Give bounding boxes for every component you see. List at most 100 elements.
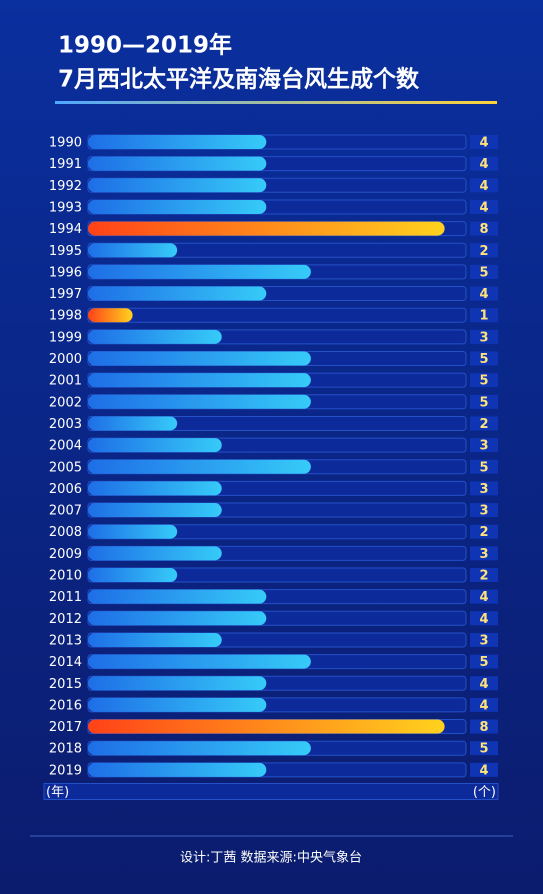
bar bbox=[88, 373, 311, 388]
footer: 设计:丁茜 数据来源:中央气象台 bbox=[180, 850, 362, 866]
value-label: 2 bbox=[479, 244, 488, 259]
value-box bbox=[470, 394, 498, 409]
value-label: 4 bbox=[479, 200, 488, 215]
value-box bbox=[470, 135, 498, 149]
value-box bbox=[470, 178, 498, 193]
value-label: 3 bbox=[479, 330, 488, 345]
value-label: 5 bbox=[479, 395, 488, 410]
value-box bbox=[470, 308, 498, 323]
bar bbox=[88, 438, 222, 453]
value-box bbox=[470, 264, 498, 279]
y-tick-label: 1992 bbox=[49, 179, 82, 194]
y-tick-label: 2018 bbox=[49, 742, 82, 757]
bar bbox=[88, 394, 311, 409]
bar bbox=[88, 697, 267, 712]
bar bbox=[88, 135, 267, 149]
value-box bbox=[470, 199, 498, 214]
bar bbox=[88, 503, 222, 518]
y-tick-label: 1997 bbox=[49, 287, 82, 302]
chart-subtitle: 7月西北太平洋及南海台风生成个数 bbox=[58, 66, 420, 93]
axis-bar bbox=[43, 783, 499, 800]
bar bbox=[88, 329, 222, 344]
value-label: 4 bbox=[479, 287, 488, 302]
value-box bbox=[470, 459, 498, 474]
value-box bbox=[470, 156, 498, 171]
value-label: 4 bbox=[479, 698, 488, 713]
y-tick-label: 2019 bbox=[49, 763, 82, 778]
bar bbox=[88, 243, 178, 258]
bar-track bbox=[87, 307, 467, 323]
bar bbox=[88, 459, 311, 474]
y-tick-label: 1993 bbox=[49, 200, 82, 215]
value-label: 4 bbox=[479, 763, 488, 778]
value-label: 8 bbox=[479, 222, 488, 237]
bar bbox=[88, 741, 311, 756]
value-label: 3 bbox=[479, 439, 488, 454]
bar bbox=[88, 264, 311, 279]
bar bbox=[88, 481, 222, 496]
bar bbox=[88, 568, 178, 582]
value-label: 3 bbox=[479, 547, 488, 562]
bar bbox=[88, 762, 267, 777]
y-tick-label: 2002 bbox=[49, 395, 82, 410]
value-box bbox=[470, 741, 498, 756]
bar bbox=[88, 546, 222, 561]
bar bbox=[88, 611, 267, 626]
y-tick-label: 1998 bbox=[49, 309, 82, 324]
y-tick-label: 2005 bbox=[49, 460, 82, 475]
y-tick-label: 2010 bbox=[49, 569, 82, 584]
y-tick-label: 1996 bbox=[49, 265, 82, 280]
y-tick-label: 2000 bbox=[49, 352, 82, 367]
value-box bbox=[470, 697, 498, 712]
bar bbox=[88, 589, 267, 604]
bar bbox=[88, 654, 311, 669]
title-rule bbox=[55, 101, 497, 104]
bar bbox=[88, 156, 267, 171]
y-tick-label: 2011 bbox=[49, 590, 82, 605]
y-tick-label: 2015 bbox=[49, 677, 82, 692]
bar bbox=[88, 676, 267, 691]
y-tick-label: 2012 bbox=[49, 612, 82, 627]
value-label: 4 bbox=[479, 179, 488, 194]
y-tick-label: 2007 bbox=[49, 504, 82, 519]
y-tick-label: 2014 bbox=[49, 655, 82, 670]
y-tick-label: 1994 bbox=[49, 222, 82, 237]
value-label: 5 bbox=[479, 742, 488, 757]
value-box bbox=[470, 481, 498, 496]
value-box bbox=[470, 589, 498, 604]
value-box bbox=[470, 503, 498, 518]
y-tick-label: 2016 bbox=[49, 698, 82, 713]
y-tick-label: 1995 bbox=[49, 244, 82, 259]
value-box bbox=[470, 221, 498, 236]
value-box bbox=[470, 632, 498, 647]
value-box bbox=[470, 546, 498, 561]
bar bbox=[88, 199, 267, 214]
y-tick-label: 2004 bbox=[49, 439, 82, 454]
value-box bbox=[470, 611, 498, 626]
chart-title: 1990—2019年 bbox=[58, 32, 232, 59]
bar bbox=[88, 524, 178, 539]
y-axis-label: (年) bbox=[46, 785, 69, 800]
y-tick-label: 1990 bbox=[49, 136, 82, 151]
value-label: 4 bbox=[479, 612, 488, 627]
value-label: 2 bbox=[479, 525, 488, 540]
bar bbox=[88, 416, 178, 431]
value-box bbox=[470, 438, 498, 453]
value-label: 1 bbox=[479, 309, 488, 324]
value-label: 4 bbox=[479, 590, 488, 605]
value-box bbox=[470, 416, 498, 431]
value-label: 4 bbox=[479, 136, 488, 151]
value-label: 5 bbox=[479, 374, 488, 389]
value-box bbox=[470, 329, 498, 344]
value-label: 3 bbox=[479, 482, 488, 497]
y-tick-label: 2003 bbox=[49, 417, 82, 432]
value-box bbox=[470, 654, 498, 669]
value-box bbox=[470, 568, 498, 582]
bar bbox=[88, 286, 267, 301]
y-tick-label: 2001 bbox=[49, 374, 82, 389]
bar bbox=[88, 221, 445, 236]
bar bbox=[88, 351, 311, 366]
value-label: 3 bbox=[479, 504, 488, 519]
value-box bbox=[470, 719, 498, 734]
